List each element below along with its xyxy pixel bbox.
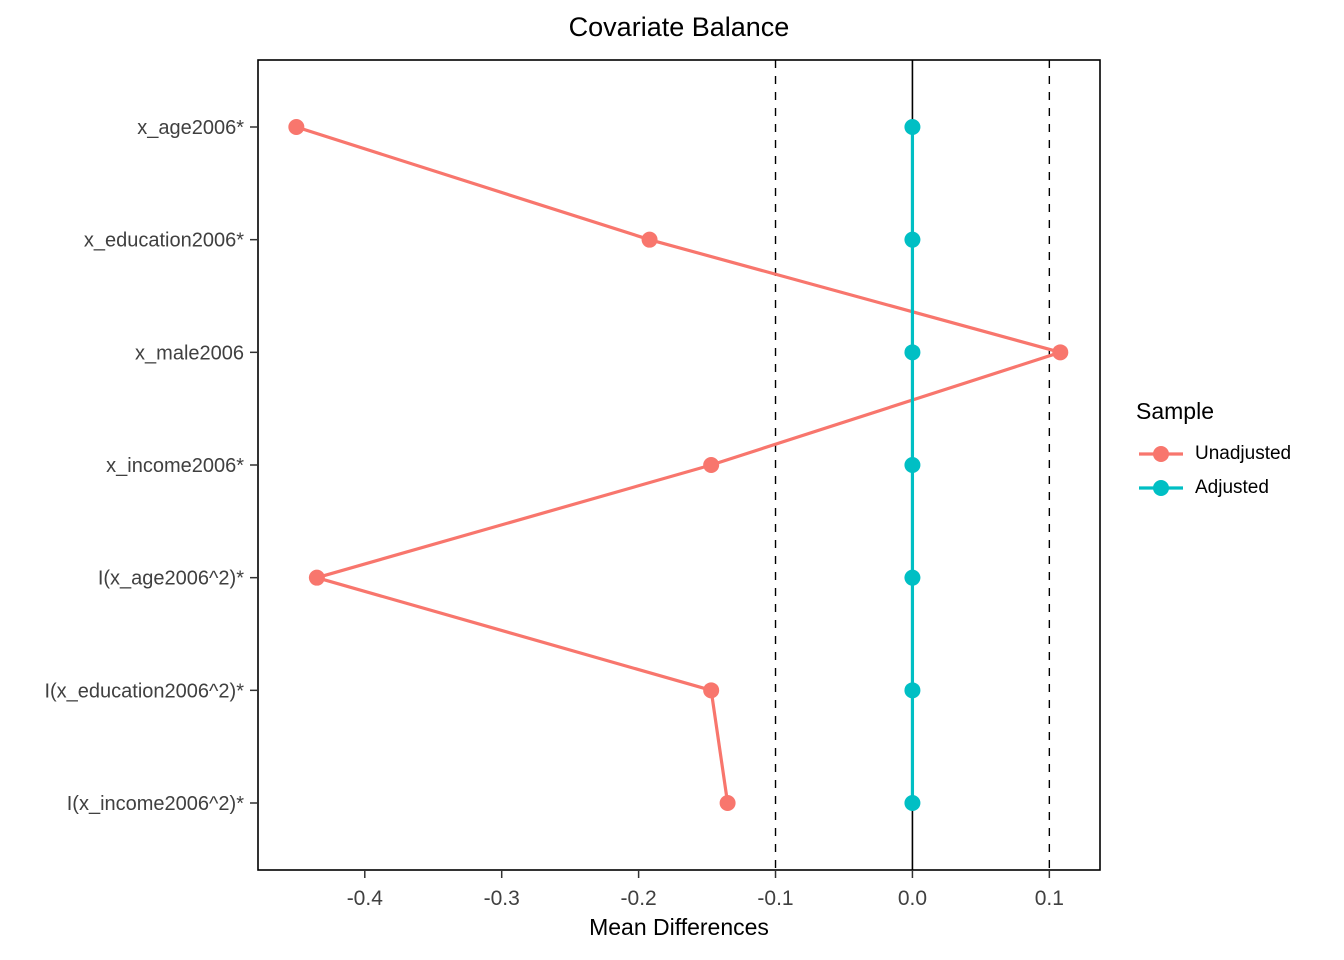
x-tick-label: 0.1 xyxy=(1035,887,1064,910)
legend-entry-unadjusted: Unadjusted xyxy=(1136,443,1291,465)
x-tick-label: 0.0 xyxy=(898,887,927,910)
y-category-label: I(x_income2006^2)* xyxy=(67,793,244,815)
data-point-adjusted xyxy=(904,457,921,473)
data-point-unadjusted xyxy=(1052,344,1069,361)
legend-dot-unadjusted xyxy=(1153,446,1169,462)
legend-label-adjusted: Adjusted xyxy=(1195,477,1269,498)
legend-dot-adjusted xyxy=(1153,480,1169,496)
data-point-adjusted xyxy=(904,795,921,811)
legend: Sample Unadjusted Adjusted xyxy=(1136,398,1291,511)
y-category-label: I(x_education2006^2)* xyxy=(44,680,244,702)
x-tick-label: -0.3 xyxy=(484,887,520,910)
x-tick-label: -0.2 xyxy=(621,887,657,910)
data-point-unadjusted xyxy=(308,569,325,586)
data-point-unadjusted xyxy=(703,682,720,699)
chart-title: Covariate Balance xyxy=(568,12,790,42)
x-tick-label: -0.1 xyxy=(757,887,793,910)
data-point-adjusted xyxy=(904,569,921,586)
legend-marker-adjusted xyxy=(1139,480,1183,496)
y-category-label: I(x_age2006^2)* xyxy=(98,568,244,590)
y-category-label: x_age2006* xyxy=(137,117,244,139)
data-point-unadjusted xyxy=(288,119,305,135)
legend-entry-adjusted: Adjusted xyxy=(1136,477,1291,499)
y-category-label: x_income2006* xyxy=(106,455,244,477)
data-point-unadjusted xyxy=(641,231,658,248)
data-point-adjusted xyxy=(904,344,921,361)
legend-title: Sample xyxy=(1136,398,1214,424)
data-point-unadjusted xyxy=(719,795,736,811)
data-point-adjusted xyxy=(904,119,921,135)
plot-panel xyxy=(257,59,1101,871)
legend-label-unadjusted: Unadjusted xyxy=(1195,443,1292,464)
legend-marker-unadjusted xyxy=(1139,446,1183,462)
x-axis-label: Mean Differences xyxy=(589,914,769,940)
data-point-adjusted xyxy=(904,231,921,248)
data-point-adjusted xyxy=(904,682,921,699)
y-category-label: x_education2006* xyxy=(84,230,244,252)
y-category-label: x_male2006 xyxy=(135,342,244,364)
data-point-unadjusted xyxy=(703,457,720,473)
x-tick-label: -0.4 xyxy=(347,887,384,910)
